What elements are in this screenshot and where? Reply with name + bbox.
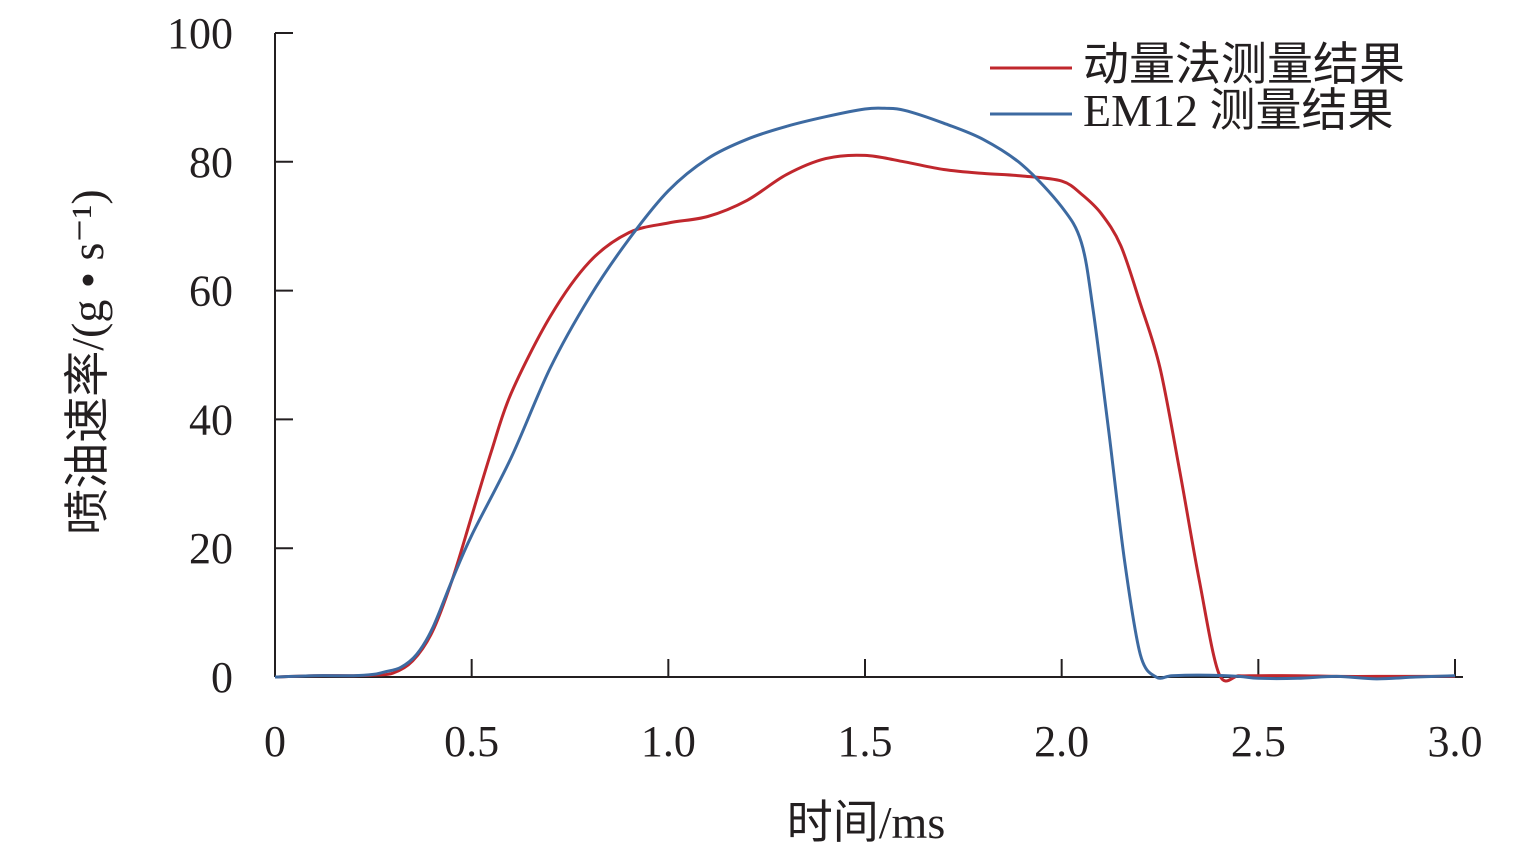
series-line-momentum: [274, 153, 1455, 683]
y-tick-label: 40: [189, 395, 233, 444]
y-tick-label: 100: [167, 9, 233, 58]
legend-label-em12: EM12 测量结果: [1083, 85, 1394, 136]
y-tick-label: 60: [189, 267, 233, 316]
ticks: [274, 32, 1456, 678]
x-tick-label: 1.5: [838, 717, 893, 766]
legend-label-momentum: 动量法测量结果: [1083, 39, 1405, 90]
series-lines: [274, 106, 1456, 683]
x-tick-label: 0: [264, 717, 286, 766]
x-tick-label: 0.5: [444, 717, 499, 766]
y-tick-label: 20: [189, 524, 233, 573]
x-tick-label: 1.0: [641, 717, 696, 766]
y-tick-label: 80: [189, 138, 233, 187]
y-axis-title: 喷油速率/(g • s⁻¹): [62, 189, 113, 535]
series-line-em12: [274, 106, 1456, 681]
tick-labels: 0 20 40 60 80 100 0 0.5 1.0 1.5 2.0 2.5 3.0: [167, 9, 1483, 766]
x-tick-label: 2.0: [1034, 717, 1089, 766]
legend: 动量法测量结果 EM12 测量结果: [990, 39, 1405, 136]
x-tick-label: 2.5: [1231, 717, 1286, 766]
x-axis-title: 时间/ms: [787, 797, 945, 848]
y-tick-label: 0: [211, 653, 233, 702]
x-tick-label: 3.0: [1428, 717, 1483, 766]
